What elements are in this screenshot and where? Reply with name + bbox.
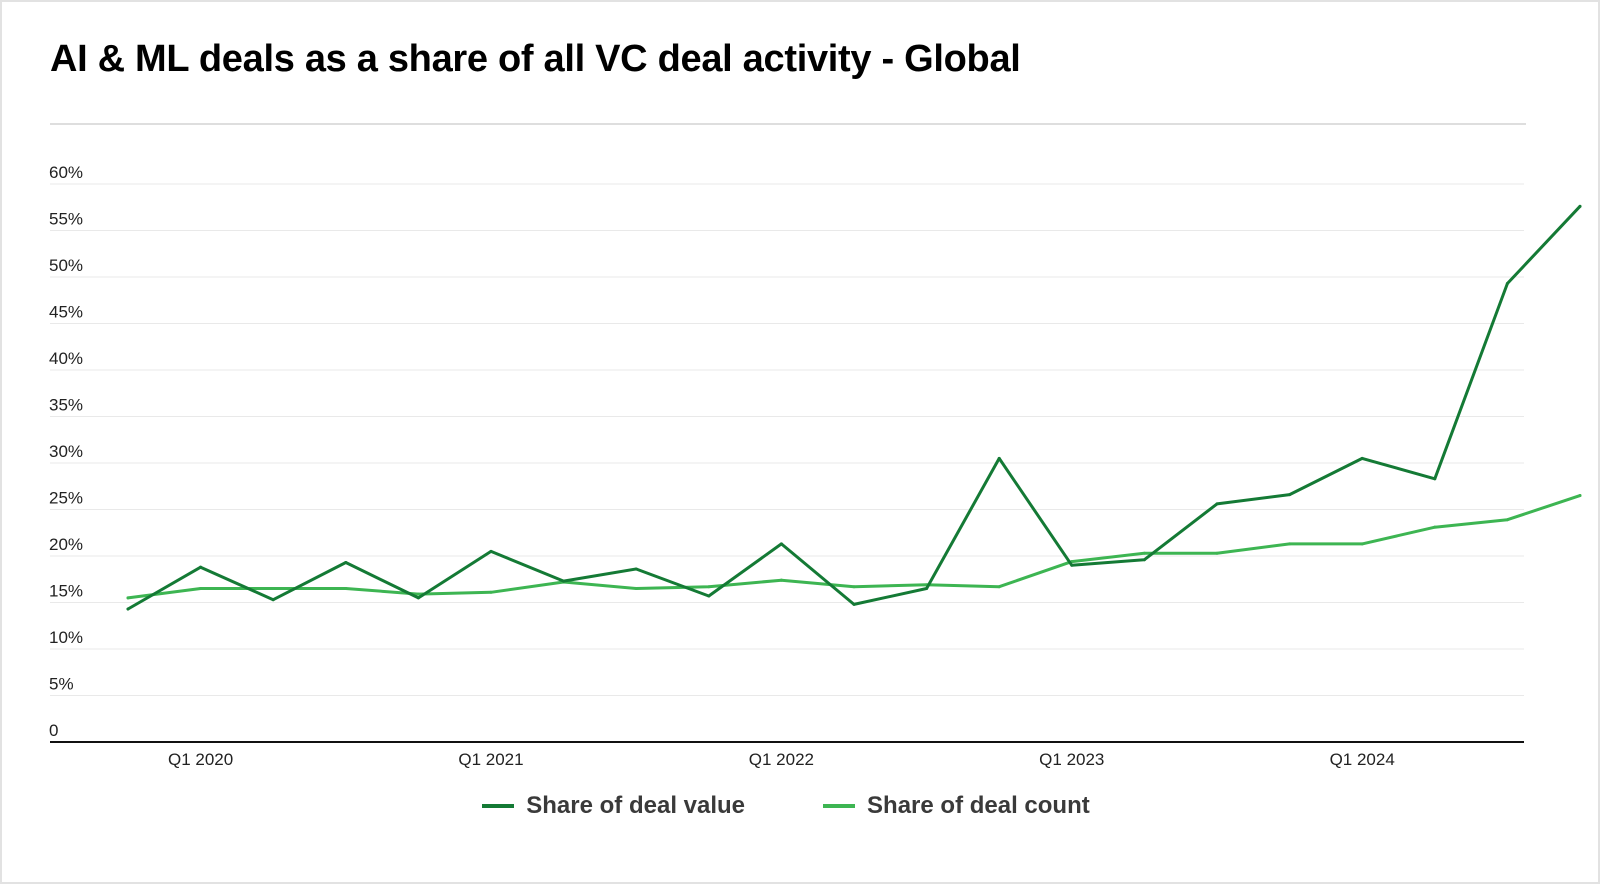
y-tick-label: 0: [49, 721, 58, 740]
legend-swatch-deal-value: [482, 804, 515, 808]
series-line-deal-value: [126, 204, 1582, 611]
data-point-deal-count: [1288, 542, 1292, 546]
title-divider: [50, 123, 1526, 125]
data-point-deal-count: [1142, 551, 1146, 555]
series-line-deal-count: [126, 494, 1582, 600]
y-tick-label: 55%: [49, 210, 83, 229]
legend-item-deal-count: Share of deal count: [823, 792, 1090, 820]
x-tick-label: Q1 2022: [749, 750, 814, 769]
data-point-deal-count: [1433, 525, 1437, 529]
data-point-deal-value: [271, 598, 275, 602]
data-point-deal-value: [925, 587, 929, 591]
chart-title: AI & ML deals as a share of all VC deal …: [50, 38, 1021, 80]
data-point-deal-count: [1215, 551, 1219, 555]
data-point-deal-value: [852, 602, 856, 606]
data-point-deal-value: [126, 607, 130, 611]
y-tick-label: 20%: [49, 535, 83, 554]
data-point-deal-value: [997, 456, 1001, 460]
y-tick-label: 35%: [49, 396, 83, 415]
chart-legend: Share of deal value Share of deal count: [2, 792, 1570, 820]
data-point-deal-count: [1505, 518, 1509, 522]
data-point-deal-count: [416, 592, 420, 596]
data-point-deal-count: [344, 587, 348, 591]
y-tick-label: 45%: [49, 303, 83, 322]
data-point-deal-count: [707, 585, 711, 589]
y-tick-label: 10%: [49, 628, 83, 647]
y-tick-label: 25%: [49, 489, 83, 508]
legend-item-deal-value: Share of deal value: [482, 792, 745, 820]
data-point-deal-value: [634, 567, 638, 571]
data-point-deal-count: [1578, 494, 1582, 498]
y-tick-label: 5%: [49, 675, 74, 694]
data-point-deal-value: [199, 565, 203, 569]
y-tick-label: 15%: [49, 582, 83, 601]
data-point-deal-count: [1360, 542, 1364, 546]
data-point-deal-value: [1215, 502, 1219, 506]
data-point-deal-value: [1288, 493, 1292, 497]
data-point-deal-count: [126, 596, 130, 600]
data-point-deal-value: [562, 579, 566, 583]
y-tick-label: 50%: [49, 256, 83, 275]
legend-label-deal-count: Share of deal count: [867, 792, 1090, 819]
data-point-deal-count: [997, 585, 1001, 589]
y-tick-label: 60%: [49, 163, 83, 182]
data-point-deal-count: [852, 585, 856, 589]
data-point-deal-value: [416, 596, 420, 600]
data-point-deal-value: [1433, 477, 1437, 481]
data-point-deal-value: [344, 561, 348, 565]
data-point-deal-value: [1142, 558, 1146, 562]
x-tick-label: Q1 2024: [1330, 750, 1395, 769]
data-point-deal-count: [199, 587, 203, 591]
data-point-deal-value: [779, 542, 783, 546]
data-point-deal-count: [779, 578, 783, 582]
data-point-deal-value: [1505, 282, 1509, 286]
y-tick-label: 40%: [49, 349, 83, 368]
x-tick-label: Q1 2023: [1039, 750, 1104, 769]
data-point-deal-value: [1070, 563, 1074, 567]
data-point-deal-count: [634, 587, 638, 591]
x-tick-label: Q1 2020: [168, 750, 233, 769]
legend-swatch-deal-count: [823, 804, 856, 808]
y-tick-label: 30%: [49, 442, 83, 461]
data-point-deal-count: [489, 590, 493, 594]
data-point-deal-value: [489, 549, 493, 553]
data-point-deal-count: [271, 587, 275, 591]
data-point-deal-value: [1578, 204, 1582, 208]
x-tick-label: Q1 2021: [458, 750, 523, 769]
legend-label-deal-value: Share of deal value: [526, 792, 746, 819]
data-point-deal-value: [1360, 456, 1364, 460]
data-point-deal-value: [707, 594, 711, 598]
